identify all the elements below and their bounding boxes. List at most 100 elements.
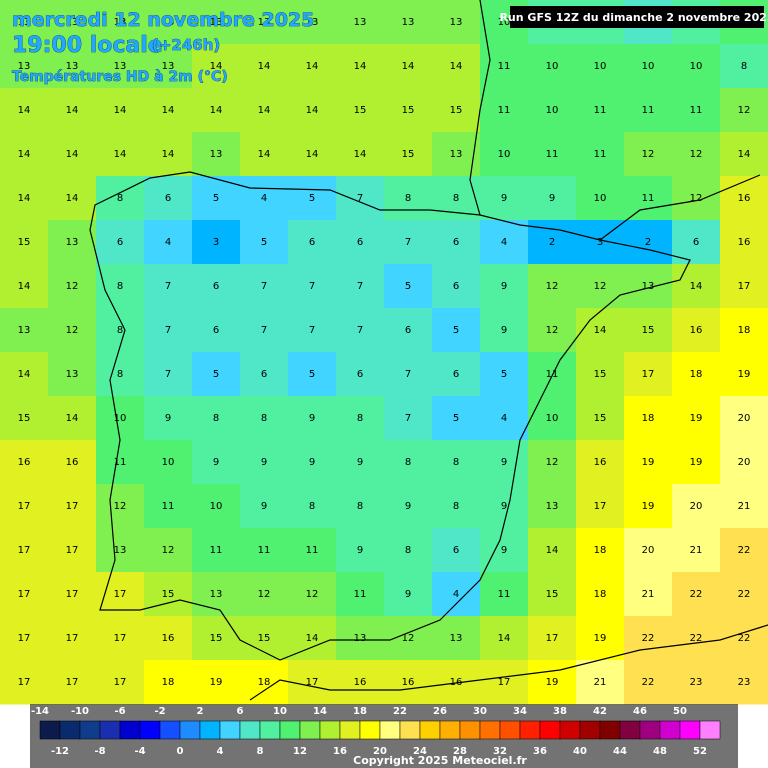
temperature-value: 14 bbox=[210, 105, 223, 116]
temperature-cell bbox=[144, 308, 193, 353]
temperature-value: 13 bbox=[66, 369, 79, 380]
legend-swatch bbox=[579, 720, 601, 740]
temperature-value: 16 bbox=[18, 457, 31, 468]
temperature-value: 11 bbox=[498, 589, 511, 600]
temperature-value: 15 bbox=[402, 149, 415, 160]
temperature-value: 14 bbox=[18, 149, 31, 160]
temperature-cell bbox=[336, 176, 385, 221]
temperature-value: 11 bbox=[642, 105, 655, 116]
temperature-value: 10 bbox=[594, 61, 607, 72]
temperature-value: 19 bbox=[690, 457, 703, 468]
legend-tick-label: -4 bbox=[134, 746, 145, 757]
temperature-value: 17 bbox=[18, 677, 31, 688]
temperature-value: 13 bbox=[18, 61, 31, 72]
temperature-value: 17 bbox=[498, 677, 511, 688]
temperature-cell bbox=[576, 44, 625, 89]
legend-tick-label: 0 bbox=[177, 746, 184, 757]
temperature-cell bbox=[672, 572, 721, 617]
temperature-cell bbox=[0, 440, 49, 485]
legend-tick-label: -14 bbox=[31, 706, 49, 717]
temperature-value: 19 bbox=[642, 501, 655, 512]
temperature-value: 7 bbox=[309, 325, 315, 336]
temperature-cell bbox=[432, 528, 481, 573]
temperature-value: 11 bbox=[114, 457, 127, 468]
temperature-value: 4 bbox=[501, 237, 507, 248]
temperature-cell bbox=[96, 132, 145, 177]
temperature-value: 17 bbox=[18, 589, 31, 600]
legend-swatch bbox=[59, 720, 81, 740]
temperature-cell bbox=[96, 528, 145, 573]
temperature-cell bbox=[0, 88, 49, 133]
temperature-cell bbox=[336, 660, 385, 705]
temperature-value: 2 bbox=[645, 237, 651, 248]
temperature-cell bbox=[576, 352, 625, 397]
temperature-cell bbox=[720, 132, 768, 177]
temperature-value: 7 bbox=[405, 237, 411, 248]
temperature-cell bbox=[480, 132, 529, 177]
temperature-value: 13 bbox=[402, 17, 415, 28]
temperature-cell bbox=[240, 176, 289, 221]
temperature-value: 21 bbox=[594, 677, 607, 688]
temperature-cell bbox=[384, 440, 433, 485]
temperature-value: 19 bbox=[738, 369, 751, 380]
temperature-cell bbox=[288, 88, 337, 133]
temperature-value: 19 bbox=[546, 677, 559, 688]
temperature-value: 6 bbox=[357, 369, 363, 380]
temperature-cell bbox=[48, 484, 97, 529]
temperature-value: 8 bbox=[405, 545, 411, 556]
temperature-cell bbox=[288, 44, 337, 89]
temperature-cell bbox=[144, 352, 193, 397]
legend-swatch bbox=[139, 720, 161, 740]
temperature-cell bbox=[624, 616, 673, 661]
temperature-cell bbox=[48, 132, 97, 177]
temperature-value: 9 bbox=[213, 457, 219, 468]
temperature-value: 7 bbox=[165, 281, 171, 292]
legend-swatch bbox=[639, 720, 661, 740]
temperature-value: 5 bbox=[453, 325, 459, 336]
temperature-value: 6 bbox=[165, 193, 171, 204]
temperature-value: 13 bbox=[162, 17, 175, 28]
temperature-value: 12 bbox=[66, 281, 79, 292]
temperature-cell bbox=[96, 220, 145, 265]
temperature-cell bbox=[336, 44, 385, 89]
temperature-value: 9 bbox=[357, 545, 363, 556]
temperature-value: 15 bbox=[402, 105, 415, 116]
temperature-cell bbox=[288, 484, 337, 529]
temperature-cell bbox=[192, 264, 241, 309]
temperature-value: 17 bbox=[66, 501, 79, 512]
legend-swatch bbox=[679, 720, 701, 740]
temperature-value: 16 bbox=[162, 633, 175, 644]
temperature-value: 8 bbox=[117, 193, 123, 204]
temperature-cell bbox=[720, 396, 768, 441]
legend-tick-label: 28 bbox=[453, 746, 467, 757]
temperature-value: 17 bbox=[594, 501, 607, 512]
temperature-value: 14 bbox=[18, 281, 31, 292]
temperature-value: 9 bbox=[405, 501, 411, 512]
temperature-value: 7 bbox=[165, 325, 171, 336]
temperature-value: 13 bbox=[450, 149, 463, 160]
temperature-value: 22 bbox=[738, 545, 751, 556]
temperature-cell bbox=[384, 660, 433, 705]
temperature-cell bbox=[48, 264, 97, 309]
header-time: 19:00 locale bbox=[12, 33, 163, 58]
temperature-value: 13 bbox=[114, 545, 127, 556]
temperature-value: 9 bbox=[309, 413, 315, 424]
temperature-value: 14 bbox=[258, 61, 271, 72]
temperature-cell bbox=[624, 264, 673, 309]
temperature-cell bbox=[96, 0, 145, 45]
temperature-value: 9 bbox=[501, 501, 507, 512]
temperature-cell bbox=[720, 176, 768, 221]
temperature-value: 13 bbox=[210, 589, 223, 600]
legend-swatch bbox=[379, 720, 401, 740]
temperature-value: 14 bbox=[162, 149, 175, 160]
temperature-value: 11 bbox=[498, 61, 511, 72]
temperature-cell bbox=[240, 528, 289, 573]
temperature-value: 13 bbox=[354, 633, 367, 644]
temperature-value: 13 bbox=[66, 17, 79, 28]
temperature-value: 20 bbox=[738, 457, 751, 468]
temperature-value: 5 bbox=[213, 193, 219, 204]
temperature-cell bbox=[720, 264, 768, 309]
temperature-cell bbox=[576, 132, 625, 177]
temperature-value: 17 bbox=[66, 589, 79, 600]
temperature-value: 22 bbox=[738, 589, 751, 600]
